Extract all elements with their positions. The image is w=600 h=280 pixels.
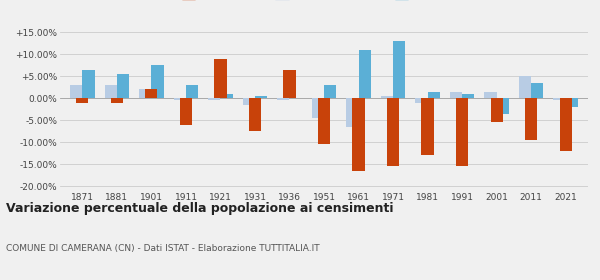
Bar bbox=[174, 98, 186, 101]
Bar bbox=[531, 83, 543, 98]
Bar bbox=[560, 98, 572, 151]
Bar bbox=[277, 98, 289, 101]
Bar bbox=[352, 98, 365, 171]
Bar bbox=[180, 98, 192, 125]
Bar bbox=[346, 98, 359, 127]
Bar bbox=[450, 92, 462, 98]
Bar bbox=[525, 98, 537, 140]
Bar bbox=[553, 98, 566, 101]
Bar bbox=[76, 98, 88, 102]
Bar bbox=[151, 65, 164, 98]
Bar bbox=[324, 85, 336, 98]
Bar bbox=[381, 96, 393, 98]
Bar bbox=[243, 98, 255, 105]
Bar bbox=[428, 92, 440, 98]
Text: Variazione percentuale della popolazione ai censimenti: Variazione percentuale della popolazione… bbox=[6, 202, 394, 214]
Text: COMUNE DI CAMERANA (CN) - Dati ISTAT - Elaborazione TUTTITALIA.IT: COMUNE DI CAMERANA (CN) - Dati ISTAT - E… bbox=[6, 244, 320, 253]
Bar bbox=[117, 74, 129, 98]
Bar bbox=[255, 96, 267, 98]
Bar bbox=[519, 76, 531, 98]
Bar bbox=[220, 94, 233, 98]
Bar bbox=[186, 85, 198, 98]
Bar bbox=[484, 92, 497, 98]
Bar bbox=[70, 85, 82, 98]
Legend: Camerana, Provincia di CN, Piemonte: Camerana, Provincia di CN, Piemonte bbox=[178, 0, 470, 4]
Bar bbox=[491, 98, 503, 122]
Bar bbox=[415, 98, 428, 102]
Bar bbox=[214, 59, 227, 98]
Bar bbox=[283, 70, 296, 98]
Bar bbox=[462, 94, 474, 98]
Bar bbox=[312, 98, 324, 118]
Bar bbox=[111, 98, 123, 104]
Bar bbox=[145, 89, 157, 98]
Bar bbox=[497, 98, 509, 114]
Bar bbox=[456, 98, 468, 166]
Bar bbox=[387, 98, 399, 166]
Bar bbox=[82, 70, 95, 98]
Bar bbox=[359, 50, 371, 98]
Bar bbox=[393, 41, 405, 98]
Bar bbox=[139, 89, 151, 98]
Bar bbox=[208, 98, 220, 101]
Bar bbox=[318, 98, 330, 144]
Bar bbox=[105, 85, 117, 98]
Bar bbox=[421, 98, 434, 155]
Bar bbox=[249, 98, 261, 131]
Bar bbox=[566, 98, 578, 107]
